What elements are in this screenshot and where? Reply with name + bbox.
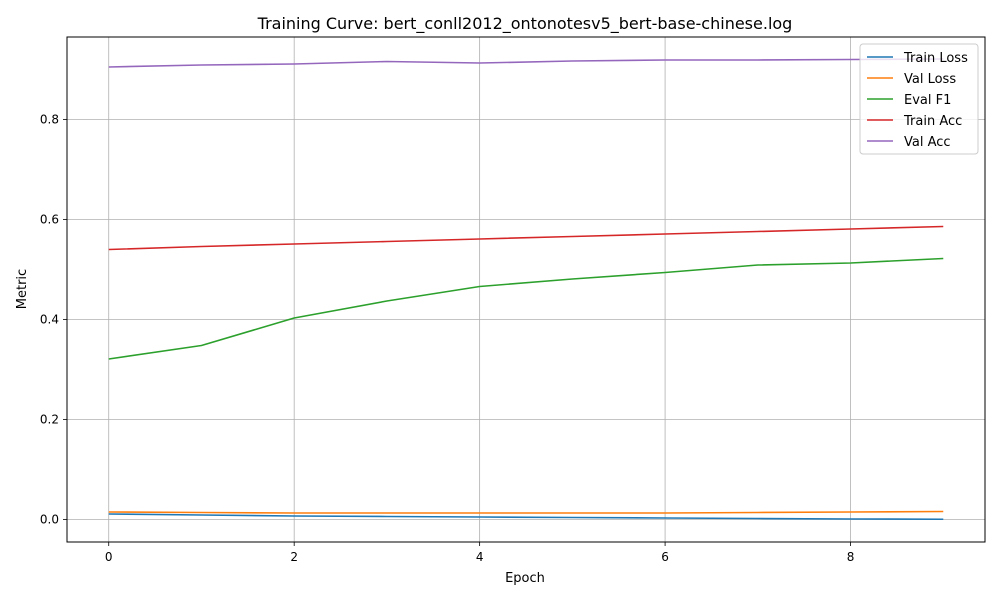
axis-ticks: 0 2 4 6 8 0.0 0.2 0.4 0.6 0.8: [40, 113, 854, 565]
x-tick-label: 4: [476, 550, 484, 564]
legend-label: Train Loss: [903, 51, 968, 66]
x-tick-label: 0: [105, 550, 113, 564]
series-line-train-acc: [108, 225, 944, 251]
series-line-eval-f1: [108, 257, 944, 360]
x-tick-label: 2: [290, 550, 298, 564]
y-tick-label: 0.0: [40, 513, 59, 527]
y-tick-label: 0.6: [40, 213, 59, 227]
legend-label: Eval F1: [904, 93, 951, 108]
chart-title: Training Curve: bert_conll2012_ontonotes…: [257, 14, 793, 34]
legend-label: Val Acc: [904, 135, 951, 150]
series-line-val-acc: [108, 58, 944, 68]
legend: Train Loss Val Loss Eval F1 Train Acc Val Ac…: [859, 43, 979, 155]
y-tick-label: 0.4: [40, 313, 59, 327]
y-axis-label: Metric: [15, 269, 30, 309]
legend-label: Train Acc: [903, 114, 962, 129]
legend-label: Val Loss: [904, 72, 956, 87]
x-tick-label: 6: [661, 550, 669, 564]
x-axis-label: Epoch: [505, 571, 545, 586]
y-tick-label: 0.2: [40, 413, 59, 427]
plot-frame: [66, 36, 986, 543]
y-tick-label: 0.8: [40, 113, 59, 127]
series-line-val-loss: [108, 510, 944, 514]
grid: [67, 37, 985, 542]
series-line-train-loss: [108, 513, 944, 521]
x-tick-label: 8: [847, 550, 855, 564]
series-lines: [108, 58, 944, 521]
legend-box: [859, 43, 979, 155]
